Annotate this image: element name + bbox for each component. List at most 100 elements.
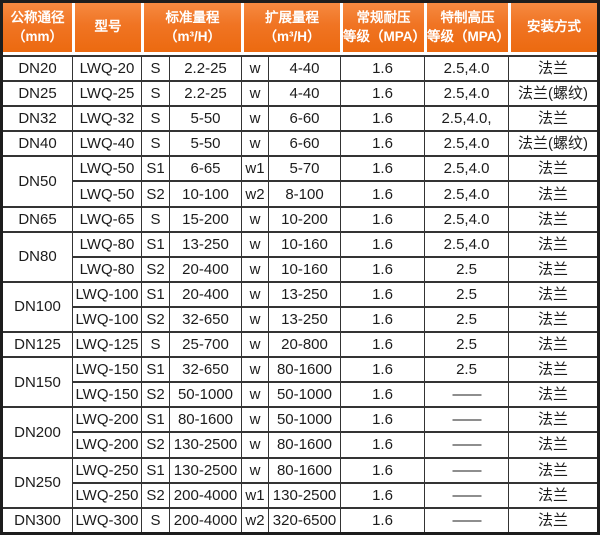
cell-extended-code: w xyxy=(241,431,268,457)
cell-nominal-diameter: DN80 xyxy=(3,230,72,281)
cell-model: LWQ-125 xyxy=(72,331,141,357)
cell-regular-pressure: 1.6 xyxy=(340,180,424,206)
cell-standard-code: S xyxy=(141,506,169,532)
cell-extended-code: w xyxy=(241,230,268,256)
cell-model: LWQ-250 xyxy=(72,481,141,507)
cell-extended-code: w xyxy=(241,331,268,357)
cell-standard-range: 32-650 xyxy=(169,305,241,332)
cell-special-pressure: —— xyxy=(424,456,508,482)
cell-model: LWQ-50 xyxy=(72,180,141,206)
cell-install-method: 法兰 xyxy=(508,105,597,131)
cell-nominal-diameter: DN300 xyxy=(3,506,72,532)
cell-regular-pressure: 1.6 xyxy=(340,431,424,457)
cell-special-pressure: —— xyxy=(424,381,508,407)
cell-extended-range: 5-70 xyxy=(268,155,340,181)
cell-model: LWQ-25 xyxy=(72,80,141,106)
cell-extended-code: w xyxy=(241,105,268,131)
cell-extended-code: w xyxy=(241,456,268,482)
cell-extended-range: 10-160 xyxy=(268,255,340,281)
cell-nominal-diameter: DN200 xyxy=(3,406,72,456)
spec-table: 公称通径 （mm） 型号 标准量程 （m³/H） 扩展量程 （m³/H） 常规耐… xyxy=(3,3,597,532)
cell-extended-range: 80-1600 xyxy=(268,456,340,482)
cell-standard-range: 5-50 xyxy=(169,130,241,156)
cell-standard-code: S xyxy=(141,80,169,106)
cell-nominal-diameter: DN40 xyxy=(3,130,72,155)
header-extended-range-line2: （m³/H） xyxy=(263,28,321,44)
cell-model: LWQ-65 xyxy=(72,205,141,231)
table-row: LWQ-100 S2 32-650 w 13-250 1.6 2.5 法兰 xyxy=(3,305,597,332)
table-row: DN100 LWQ-100 S1 20-400 w 13-250 1.6 2.5 法兰 xyxy=(3,280,597,314)
cell-regular-pressure: 1.6 xyxy=(340,155,424,181)
cell-model: LWQ-300 xyxy=(72,506,141,532)
cell-extended-code: w2 xyxy=(241,180,268,206)
cell-extended-code: w1 xyxy=(241,155,268,181)
cell-install-method: 法兰(螺纹) xyxy=(508,130,597,156)
cell-special-pressure: 2.5,4.0 xyxy=(424,230,508,256)
cell-model: LWQ-200 xyxy=(72,431,141,457)
table-row: DN125 LWQ-125 S 25-700 w 20-800 1.6 2.5 法兰 xyxy=(3,331,597,357)
cell-extended-code: w1 xyxy=(241,481,268,507)
cell-extended-code: w2 xyxy=(241,506,268,532)
cell-extended-range: 4-40 xyxy=(268,80,340,106)
cell-extended-range: 6-60 xyxy=(268,105,340,131)
header-model: 型号 xyxy=(72,3,141,55)
cell-standard-code: S2 xyxy=(141,431,169,457)
cell-standard-range: 2.2-25 xyxy=(169,80,241,106)
table-header: 公称通径 （mm） 型号 标准量程 （m³/H） 扩展量程 （m³/H） 常规耐… xyxy=(3,3,597,55)
table-row: LWQ-150 S2 50-1000 w 50-1000 1.6 —— 法兰 xyxy=(3,381,597,407)
cell-install-method: 法兰 xyxy=(508,55,597,81)
table-row: DN50 LWQ-50 S1 6-65 w1 5-70 1.6 2.5,4.0 法兰 xyxy=(3,155,597,189)
cell-nominal-diameter: DN125 xyxy=(3,331,72,356)
table-row: DN25 LWQ-25 S 2.2-25 w 4-40 1.6 2.5,4.0 法兰(螺纹) xyxy=(3,80,597,106)
header-special-pressure-line1: 特制高压 xyxy=(440,9,495,25)
header-install-method: 安装方式 xyxy=(508,3,597,55)
cell-special-pressure: —— xyxy=(424,506,508,532)
cell-extended-range: 80-1600 xyxy=(268,356,340,382)
cell-standard-range: 200-4000 xyxy=(169,506,241,532)
cell-install-method: 法兰 xyxy=(508,506,597,532)
table-row: LWQ-200 S2 130-2500 w 80-1600 1.6 —— 法兰 xyxy=(3,431,597,457)
cell-standard-range: 10-100 xyxy=(169,180,241,206)
header-regular-pressure-line2: 等级（MPA） xyxy=(343,28,426,44)
cell-special-pressure: —— xyxy=(424,431,508,457)
table-body: DN20 LWQ-20 S 2.2-25 w 4-40 1.6 2.5,4.0 法兰 DN25 LW… xyxy=(3,55,597,532)
cell-install-method: 法兰 xyxy=(508,205,597,231)
cell-standard-range: 5-50 xyxy=(169,105,241,131)
cell-install-method: 法兰 xyxy=(508,456,597,482)
cell-model: LWQ-20 xyxy=(72,55,141,81)
cell-standard-range: 20-400 xyxy=(169,255,241,281)
cell-special-pressure: 2.5 xyxy=(424,280,508,306)
cell-model: LWQ-100 xyxy=(72,280,141,306)
cell-extended-code: w xyxy=(241,80,268,106)
header-standard-range-line1: 标准量程 xyxy=(165,9,220,25)
cell-special-pressure: 2.5 xyxy=(424,305,508,332)
cell-install-method: 法兰 xyxy=(508,406,597,432)
cell-regular-pressure: 1.6 xyxy=(340,356,424,382)
cell-extended-code: w xyxy=(241,406,268,432)
header-special-pressure-line2: 等级（MPA） xyxy=(427,28,510,44)
cell-model: LWQ-250 xyxy=(72,456,141,482)
cell-nominal-diameter: DN20 xyxy=(3,55,72,80)
cell-standard-range: 13-250 xyxy=(169,230,241,256)
cell-extended-code: w xyxy=(241,55,268,81)
cell-special-pressure: 2.5,4.0, xyxy=(424,105,508,131)
cell-standard-code: S2 xyxy=(141,305,169,332)
table-row: LWQ-50 S2 10-100 w2 8-100 1.6 2.5,4.0 法兰 xyxy=(3,180,597,206)
cell-install-method: 法兰 xyxy=(508,481,597,507)
cell-nominal-diameter: DN100 xyxy=(3,280,72,331)
cell-extended-code: w xyxy=(241,305,268,332)
cell-regular-pressure: 1.6 xyxy=(340,105,424,131)
cell-install-method: 法兰 xyxy=(508,356,597,382)
cell-standard-code: S1 xyxy=(141,230,169,256)
cell-nominal-diameter: DN32 xyxy=(3,105,72,130)
cell-extended-range: 80-1600 xyxy=(268,431,340,457)
table-row: DN250 LWQ-250 S1 130-2500 w 80-1600 1.6 —— 法兰 xyxy=(3,456,597,490)
cell-extended-code: w xyxy=(241,381,268,407)
cell-special-pressure: —— xyxy=(424,406,508,432)
cell-extended-code: w xyxy=(241,356,268,382)
cell-extended-range: 4-40 xyxy=(268,55,340,81)
cell-standard-range: 2.2-25 xyxy=(169,55,241,81)
cell-regular-pressure: 1.6 xyxy=(340,130,424,156)
cell-install-method: 法兰 xyxy=(508,155,597,181)
cell-standard-code: S1 xyxy=(141,356,169,382)
